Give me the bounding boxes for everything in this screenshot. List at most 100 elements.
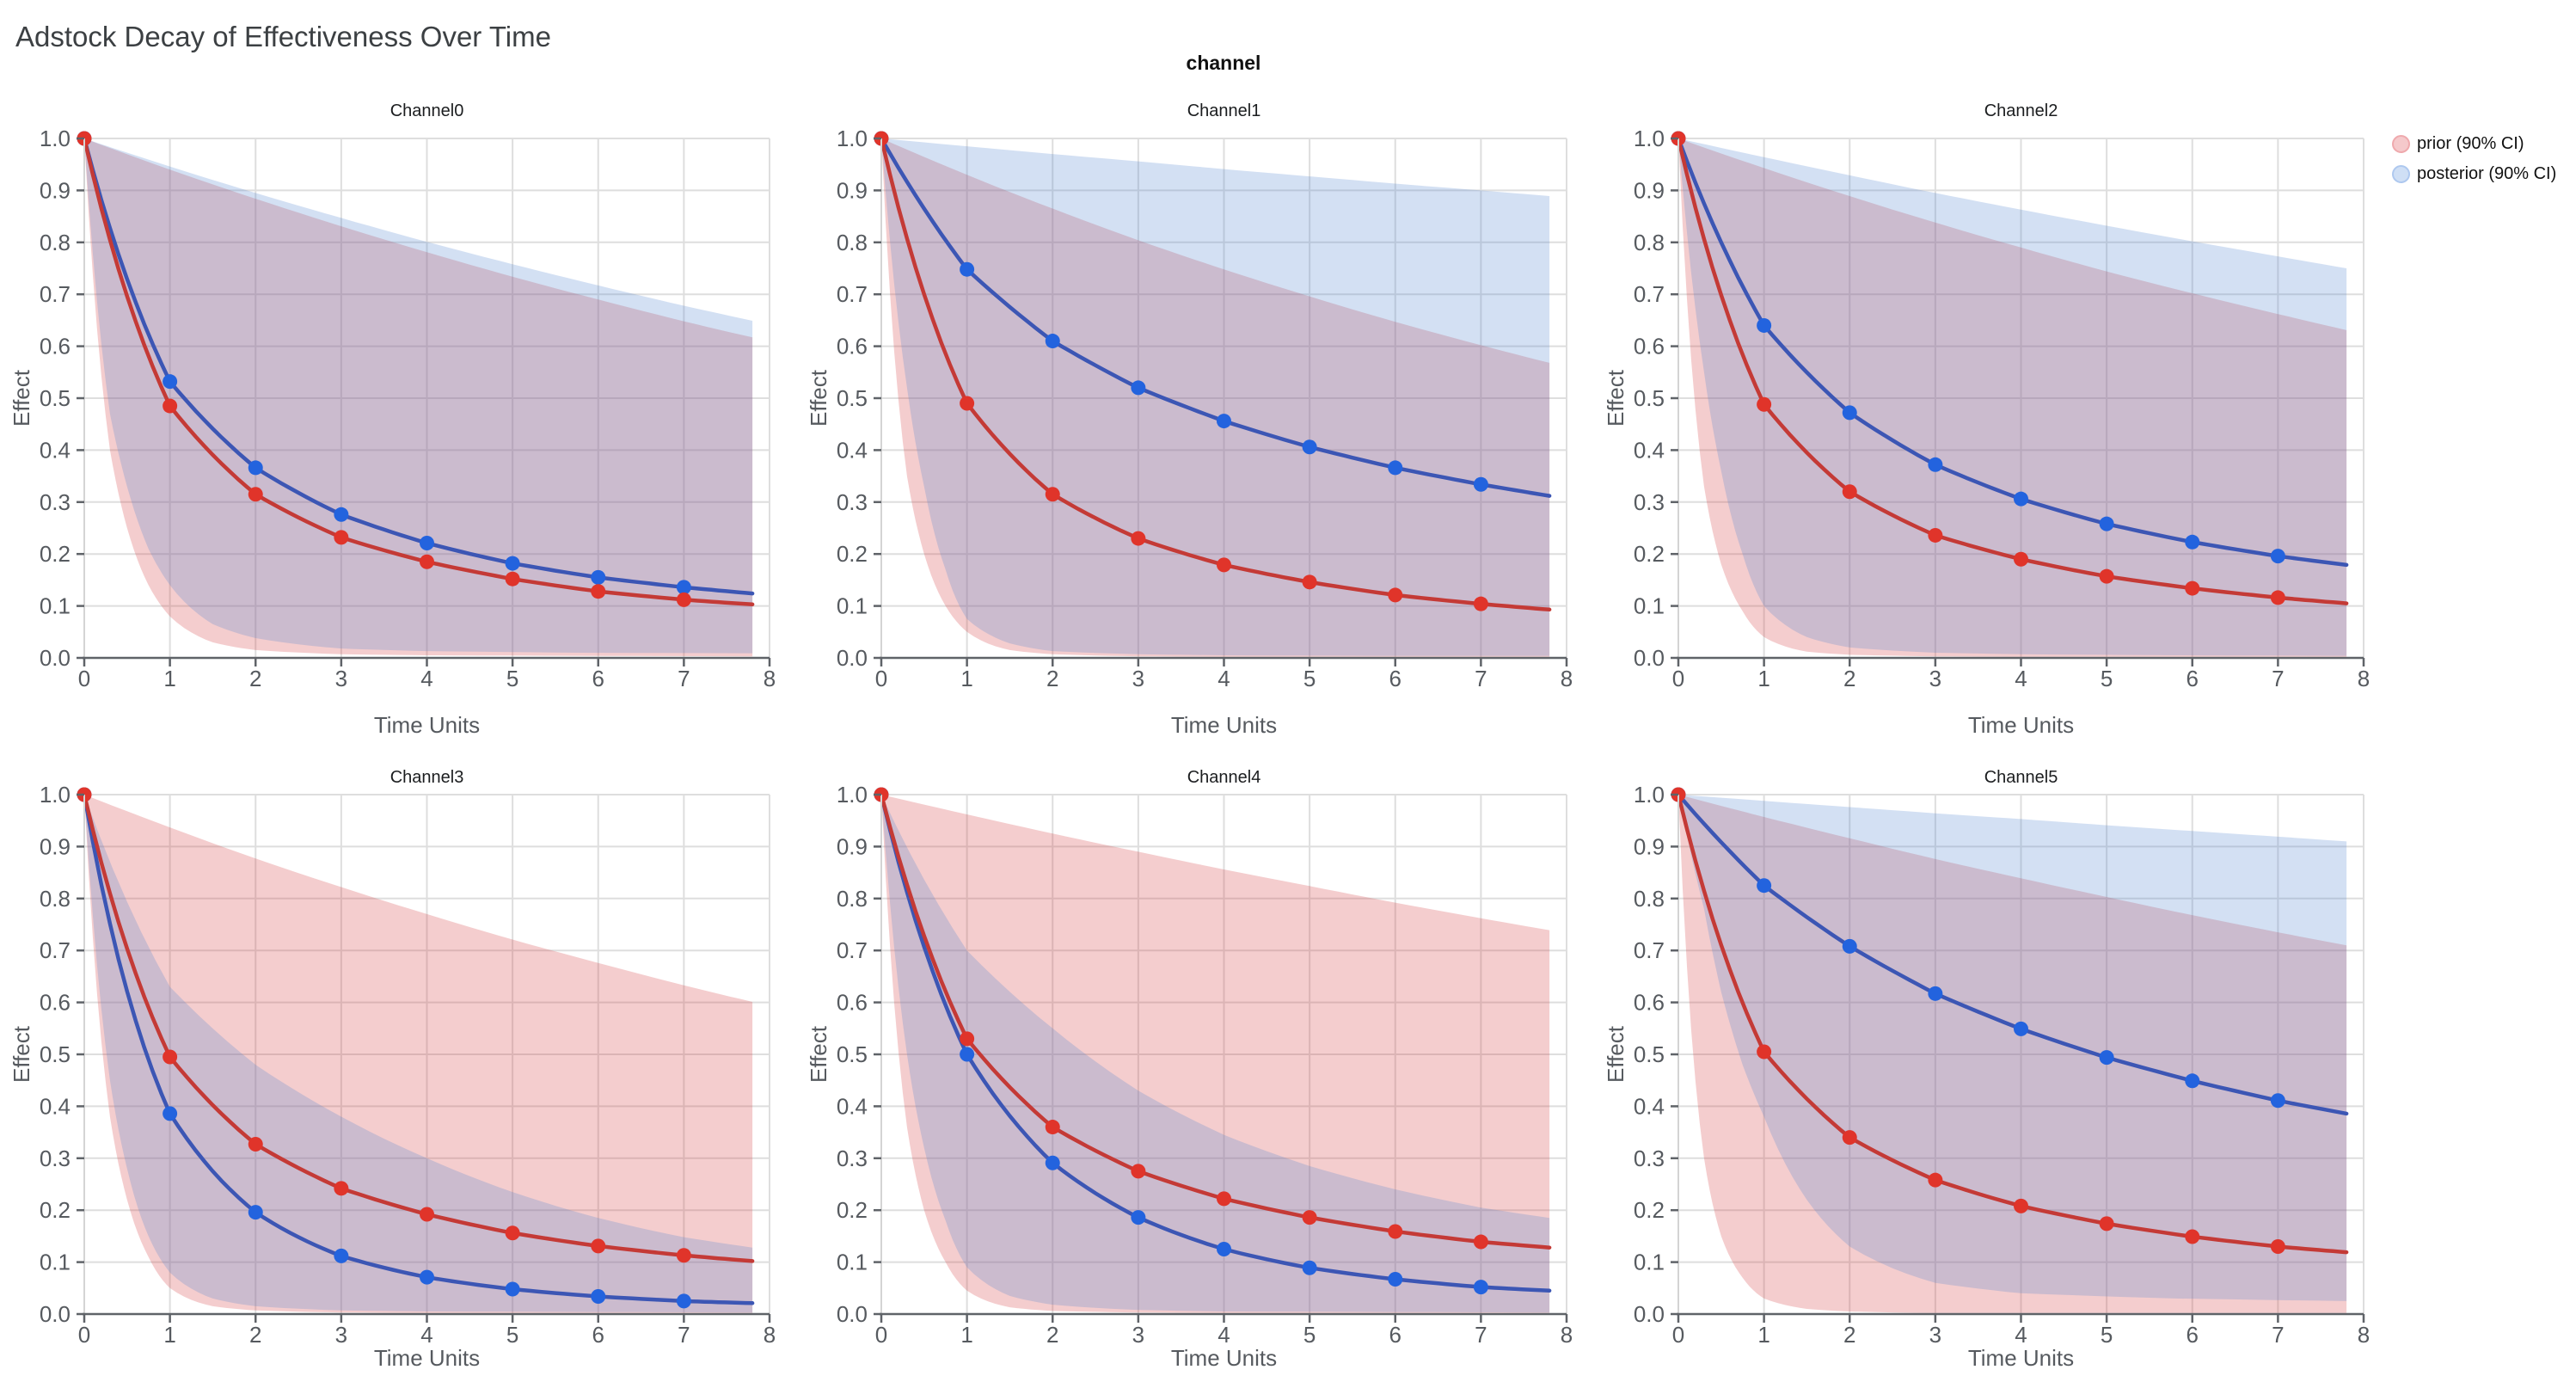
y-tick-label: 0.3: [40, 1146, 71, 1171]
y-tick-label: 0.6: [837, 990, 868, 1016]
subplot-channel5: Channel5 0 1 2 3 4 5 6 7 8 0.0 0.1 0.2 0.3 0.4 0.5 0.6 0.…: [1594, 750, 2391, 1378]
y-axis-title: Effect: [1603, 1025, 1628, 1083]
y-tick-label: 0.9: [40, 833, 71, 859]
prior-marker: [420, 1207, 434, 1222]
posterior-marker: [1842, 938, 1857, 954]
prior-marker: [505, 1225, 520, 1241]
y-tick-label: 0.8: [40, 230, 71, 255]
x-tick-label: 5: [506, 1322, 518, 1348]
prior-marker: [334, 1181, 349, 1196]
prior-marker: [2099, 568, 2114, 584]
y-tick-label: 1.0: [1634, 782, 1665, 808]
y-tick-label: 0.9: [837, 177, 868, 203]
subplot-title: Channel5: [1984, 768, 2058, 787]
y-axis-title: Effect: [9, 369, 34, 427]
y-tick-label: 0.0: [1634, 645, 1665, 671]
posterior-marker: [1217, 414, 1231, 429]
posterior-ci-band: [84, 138, 753, 654]
prior-marker: [1217, 557, 1231, 573]
y-tick-label: 1.0: [40, 782, 71, 808]
posterior-ci-band: [881, 795, 1550, 1313]
x-tick-label: 5: [2101, 1322, 2113, 1348]
posterior-ci-band: [84, 795, 753, 1313]
prior-marker: [1928, 1172, 1943, 1188]
posterior-ci-band: [881, 138, 1550, 656]
y-tick-label: 0.6: [40, 334, 71, 359]
y-tick-label: 0.2: [40, 541, 71, 567]
subplot-canvas-channel3: Channel3 0 1 2 3 4 5 6 7 8 0.0 0.1 0.2 0.3 0.4 0.5 0.6 0.…: [9, 768, 776, 1371]
y-tick-label: 0.3: [1634, 1146, 1665, 1171]
y-tick-label: 0.4: [40, 1093, 71, 1119]
y-tick-label: 0.6: [837, 334, 868, 359]
prior-marker: [676, 592, 691, 607]
y-tick-label: 0.8: [1634, 230, 1665, 255]
y-tick-label: 0.9: [40, 177, 71, 203]
posterior-marker: [1928, 457, 1943, 472]
legend-item-prior[interactable]: prior (90% CI): [2392, 129, 2556, 159]
x-tick-label: 2: [1046, 666, 1058, 691]
y-tick-label: 0.5: [1634, 1041, 1665, 1067]
x-tick-label: 7: [1475, 666, 1487, 691]
posterior-marker: [505, 1281, 520, 1297]
posterior-marker: [1473, 476, 1488, 492]
x-tick-label: 3: [335, 666, 347, 691]
x-tick-label: 4: [1217, 1322, 1230, 1348]
y-tick-label: 0.6: [40, 990, 71, 1016]
posterior-marker: [1757, 878, 1772, 894]
y-tick-label: 0.1: [40, 1250, 71, 1275]
prior-marker: [2014, 1198, 2028, 1213]
y-tick-label: 0.2: [837, 1197, 868, 1223]
subplot-canvas-channel2: Channel2 0 1 2 3 4 5 6 7 8 0.0 0.1 0.2 0.3 0.4 0.5 0.6 0.…: [1603, 101, 2370, 738]
x-tick-label: 5: [2101, 666, 2113, 691]
prior-marker: [1757, 396, 1772, 412]
prior-marker: [334, 530, 349, 545]
posterior-marker: [2270, 549, 2285, 564]
prior-marker: [1473, 1234, 1488, 1250]
y-axis-title: Effect: [806, 369, 831, 427]
legend-label-prior: prior (90% CI): [2417, 134, 2524, 153]
x-tick-label: 8: [764, 1322, 776, 1348]
posterior-marker: [420, 536, 434, 551]
x-tick-label: 7: [678, 1322, 690, 1348]
y-tick-label: 0.3: [40, 489, 71, 515]
posterior-marker: [1131, 1210, 1146, 1225]
y-tick-label: 0.0: [1634, 1301, 1665, 1327]
posterior-marker: [1302, 439, 1317, 455]
subplot-title: Channel0: [390, 101, 464, 120]
prior-marker: [1388, 1224, 1403, 1239]
prior-ci-band: [881, 138, 1550, 657]
subplot-title: Channel4: [1187, 768, 1261, 787]
posterior-ci-band: [1678, 795, 2347, 1301]
posterior-marker: [1842, 405, 1857, 421]
x-tick-label: 2: [249, 666, 261, 691]
posterior-marker: [676, 1293, 691, 1309]
prior-marker: [2270, 1238, 2285, 1254]
posterior-marker: [248, 460, 263, 476]
legend-item-posterior[interactable]: posterior (90% CI): [2392, 159, 2556, 189]
subplot-channel0: Channel0 0 1 2 3 4 5 6 7 8 0.0 0.1 0.2 0.3 0.4 0.5 0.6 0.…: [0, 82, 797, 750]
posterior-marker: [2099, 516, 2114, 531]
y-tick-label: 0.7: [40, 281, 71, 307]
prior-marker: [163, 1049, 178, 1065]
x-tick-label: 6: [2187, 1322, 2199, 1348]
y-tick-label: 0.5: [40, 1041, 71, 1067]
y-tick-label: 0.7: [1634, 937, 1665, 963]
y-tick-label: 0.5: [40, 385, 71, 411]
subplot-canvas-channel4: Channel4 0 1 2 3 4 5 6 7 8 0.0 0.1 0.2 0.3 0.4 0.5 0.6 0.…: [806, 768, 1573, 1371]
x-tick-label: 0: [78, 666, 90, 691]
y-tick-label: 1.0: [40, 126, 71, 151]
subplot-title: Channel3: [390, 768, 464, 787]
y-tick-label: 0.3: [837, 1146, 868, 1171]
posterior-marker: [676, 580, 691, 595]
posterior-marker: [420, 1269, 434, 1285]
x-tick-label: 8: [764, 666, 776, 691]
posterior-marker: [1131, 380, 1146, 396]
posterior-marker: [163, 1106, 178, 1121]
x-tick-label: 8: [1561, 666, 1573, 691]
x-tick-label: 3: [335, 1322, 347, 1348]
x-tick-label: 0: [875, 666, 887, 691]
x-tick-label: 3: [1132, 1322, 1144, 1348]
y-tick-label: 0.0: [40, 1301, 71, 1327]
posterior-marker: [2099, 1050, 2114, 1066]
prior-marker: [960, 396, 975, 411]
